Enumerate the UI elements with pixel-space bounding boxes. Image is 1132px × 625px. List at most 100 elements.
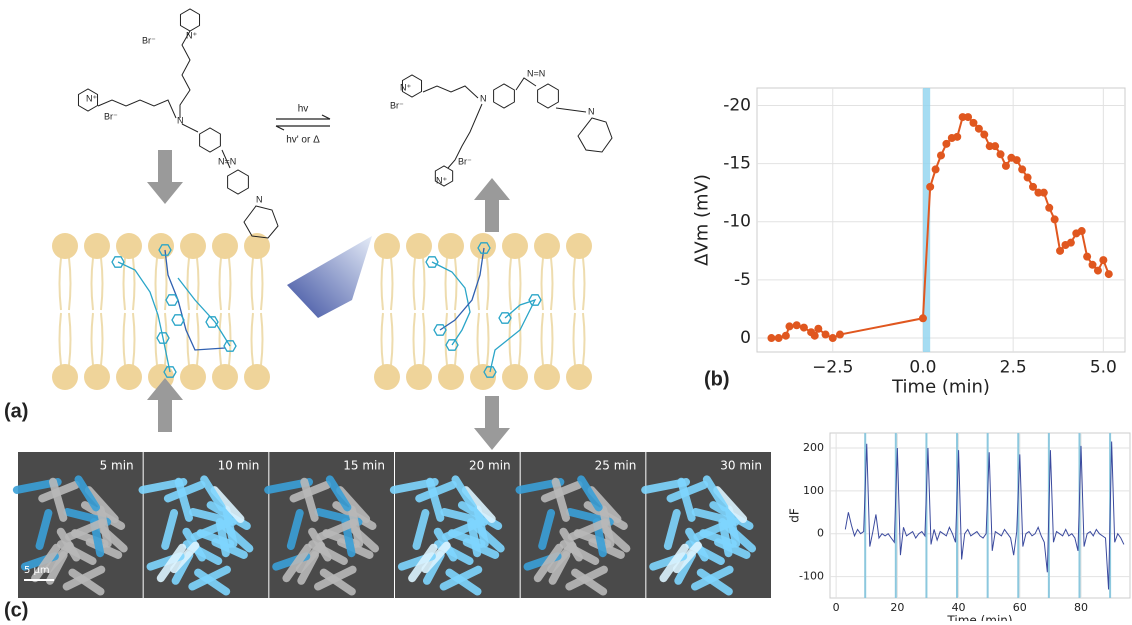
- lipid-head: [84, 364, 110, 390]
- dye-chain: [118, 262, 170, 372]
- lipid-head: [534, 364, 560, 390]
- time-label: 30 min: [720, 459, 762, 473]
- data-point: [793, 321, 801, 329]
- lipid-head: [534, 233, 560, 259]
- lipid-head: [374, 364, 400, 390]
- lipid-tail: [252, 258, 263, 310]
- data-point: [926, 183, 934, 191]
- y-axis-label: dF: [787, 508, 801, 523]
- x-tick-label: 0.0: [909, 357, 936, 377]
- data-point: [814, 325, 822, 333]
- dye-chain: [432, 262, 470, 345]
- atom-label: N⁺: [436, 175, 447, 185]
- data-point: [775, 334, 783, 342]
- structures: [78, 9, 612, 238]
- atom-label: N⁺: [400, 82, 411, 92]
- figure: hv hv' or Δ N⁺ Br⁻ N⁺ Br⁻ N N=N N N⁺ Br⁻…: [0, 0, 1132, 621]
- time-label: 20 min: [469, 459, 511, 473]
- ring: [538, 84, 559, 108]
- lipid-tail: [542, 313, 553, 365]
- lipid-head: [566, 364, 592, 390]
- ring: [180, 9, 199, 31]
- atom-label: N=N: [218, 156, 236, 166]
- plot-area: [830, 433, 1130, 598]
- data-point: [1045, 204, 1053, 212]
- lipid-head: [180, 233, 206, 259]
- atom-label: Br⁻: [458, 156, 472, 166]
- data-point: [811, 332, 819, 340]
- data-point: [785, 322, 793, 330]
- y-tick-label: -20: [723, 95, 751, 115]
- arrow-down: [147, 150, 183, 204]
- micrograph: 25 min: [520, 452, 646, 598]
- bond-chain: [423, 86, 478, 98]
- atom-label: Br⁻: [390, 100, 404, 110]
- lipid-tail: [92, 258, 103, 310]
- data-point: [1105, 270, 1113, 278]
- x-tick-label: 20: [890, 601, 904, 614]
- lipid-tail: [92, 313, 103, 365]
- data-point: [997, 150, 1005, 158]
- page-body: { "panel_labels": ["(a)", "(b)", "(c)"],…: [0, 0, 1132, 625]
- atom-label: Br⁻: [142, 35, 156, 45]
- lipid-head: [406, 364, 432, 390]
- dye-ring: [166, 295, 178, 305]
- lipid-tail: [574, 313, 585, 365]
- time-label: 10 min: [218, 459, 260, 473]
- lipid-tail: [60, 258, 71, 310]
- lipid-tail: [542, 258, 553, 310]
- equilibrium-arrows: [276, 115, 330, 130]
- lipid-head: [52, 233, 78, 259]
- data-point: [1083, 253, 1091, 261]
- atom-label: N⁺: [86, 93, 97, 103]
- lipid-tail: [414, 313, 425, 365]
- y-tick-label: 0: [817, 527, 824, 540]
- lipid-head: [212, 364, 238, 390]
- lipid-head: [84, 233, 110, 259]
- y-tick-label: 100: [803, 484, 824, 497]
- atom-label: N: [588, 106, 595, 116]
- data-point: [822, 331, 830, 339]
- dye-chain: [490, 300, 535, 372]
- lipid-tail: [510, 258, 521, 310]
- ring: [228, 170, 249, 194]
- lipid-tail: [188, 313, 199, 365]
- micrograph: 20 min: [394, 452, 520, 598]
- data-point: [1078, 227, 1086, 235]
- lipid-tail: [156, 258, 167, 310]
- data-point: [1018, 165, 1026, 173]
- ring: [200, 128, 221, 152]
- arrow-down: [474, 396, 510, 450]
- data-point: [1013, 156, 1021, 164]
- time-label: 15 min: [343, 459, 385, 473]
- lipid-head: [438, 364, 464, 390]
- reverse-label: hv' or Δ: [286, 135, 320, 146]
- dye-chain: [178, 278, 230, 346]
- data-point: [932, 165, 940, 173]
- lipid-head: [244, 364, 270, 390]
- y-tick-label: -10: [723, 212, 751, 232]
- micrograph: 5 min: [17, 452, 143, 598]
- bond-chain: [182, 124, 198, 132]
- data-point: [767, 334, 775, 342]
- arrow-up: [474, 178, 510, 232]
- data-point: [953, 133, 961, 141]
- panel-label: (c): [4, 599, 28, 621]
- lipid-head: [52, 364, 78, 390]
- lipid-head: [180, 364, 206, 390]
- lipid-tail: [60, 313, 71, 365]
- ring: [244, 206, 278, 238]
- lipid-tail: [220, 258, 231, 310]
- data-point: [1099, 256, 1107, 264]
- data-point: [1067, 239, 1075, 247]
- bond-chain: [556, 108, 586, 112]
- lipid-head: [116, 233, 142, 259]
- lipid-tail: [446, 258, 457, 310]
- lipid-tail: [478, 258, 489, 310]
- data-point: [782, 332, 790, 340]
- bond-chain: [516, 78, 536, 90]
- atom-label: N: [177, 115, 184, 125]
- data-point: [836, 331, 844, 339]
- atom-label: N⁺: [186, 30, 197, 40]
